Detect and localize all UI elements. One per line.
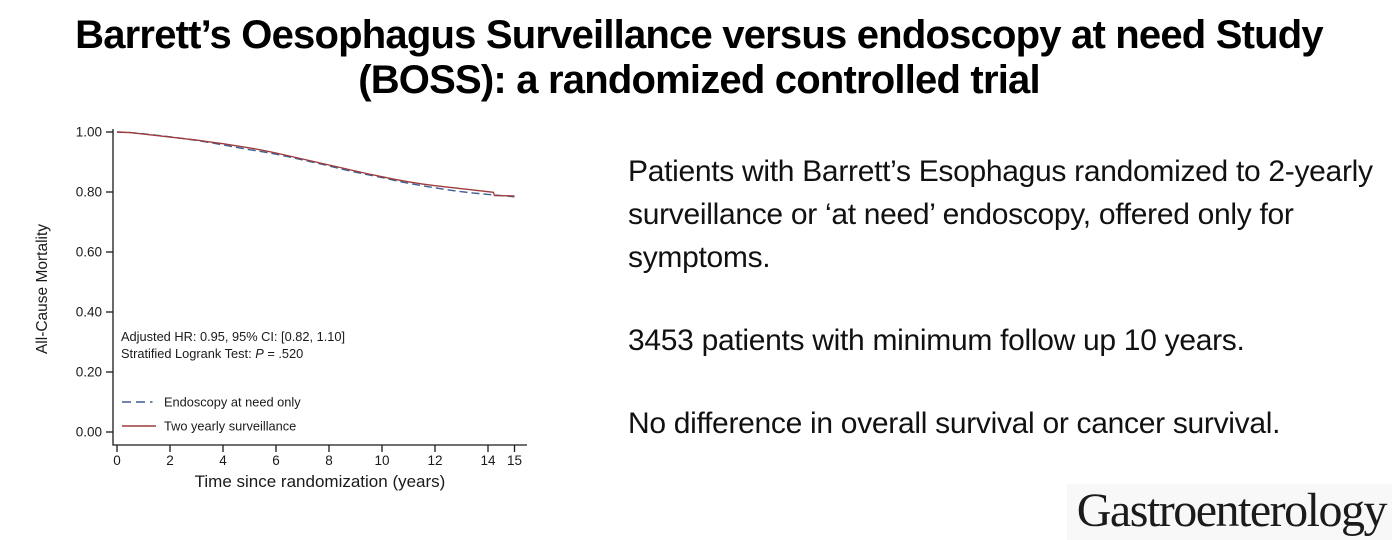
svg-text:2: 2 [166, 453, 174, 468]
study-title-line1: Barrett’s Oesophagus Surveillance versus… [75, 13, 1324, 57]
svg-text:Stratified Logrank Test: P = .: Stratified Logrank Test: P = .520 [121, 346, 303, 361]
summary-paragraph-result: No difference in overall survival or can… [628, 407, 1281, 440]
svg-text:15: 15 [507, 453, 522, 468]
journal-logo: Gastroenterology [1066, 484, 1392, 540]
svg-text:0.60: 0.60 [76, 245, 102, 260]
svg-text:10: 10 [374, 453, 389, 468]
svg-text:12: 12 [427, 453, 442, 468]
svg-text:0.80: 0.80 [76, 185, 102, 200]
svg-text:1.00: 1.00 [76, 125, 102, 140]
svg-text:All-Cause Mortality: All-Cause Mortality [34, 224, 51, 354]
study-title: Barrett’s Oesophagus Surveillance versus… [0, 13, 1398, 103]
svg-text:Endoscopy at need only: Endoscopy at need only [164, 395, 301, 410]
svg-text:14: 14 [480, 453, 496, 468]
svg-text:Time since randomization (year: Time since randomization (years) [195, 472, 446, 491]
svg-text:4: 4 [219, 453, 227, 468]
svg-text:0.20: 0.20 [76, 365, 102, 380]
summary-text-block: Patients with Barrett’s Esophagus random… [628, 150, 1398, 485]
km-survival-plot: 0.00 0.20 0.40 0.60 0.80 1.00 0 2 4 6 8 10 12 14 15 Tim… [34, 125, 527, 491]
survival-chart: 0.00 0.20 0.40 0.60 0.80 1.00 0 2 4 6 8 10 12 14 15 Tim… [30, 105, 605, 513]
svg-text:Two yearly surveillance: Two yearly surveillance [164, 419, 296, 434]
svg-text:6: 6 [272, 453, 280, 468]
svg-text:0.40: 0.40 [76, 305, 102, 320]
summary-paragraph-cohort: 3453 patients with minimum follow up 10 … [628, 324, 1245, 357]
svg-text:0: 0 [113, 453, 121, 468]
svg-text:0.00: 0.00 [76, 425, 102, 440]
svg-text:8: 8 [325, 453, 333, 468]
svg-text:Adjusted HR: 0.95, 95% CI: [0.: Adjusted HR: 0.95, 95% CI: [0.82, 1.10] [121, 329, 345, 344]
summary-paragraph-randomization: Patients with Barrett’s Esophagus random… [628, 155, 1373, 274]
study-title-line2: (BOSS): a randomized controlled trial [358, 58, 1040, 102]
